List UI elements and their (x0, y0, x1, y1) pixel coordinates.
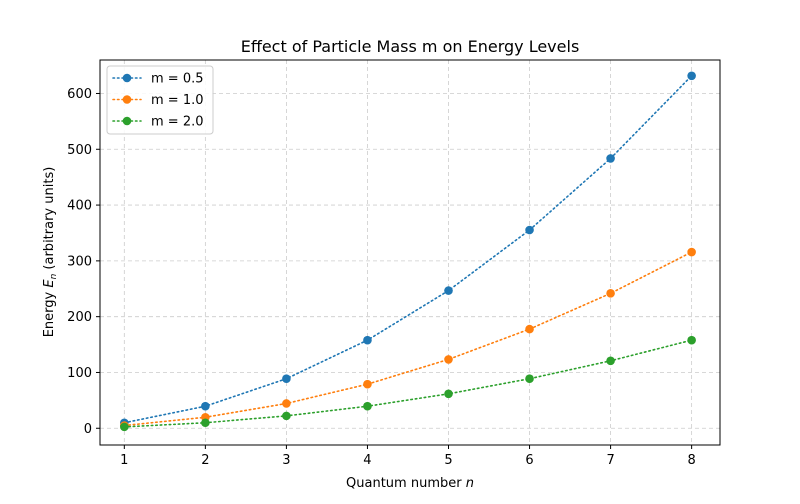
y-axis-label: Energy En (arbitrary units) (42, 167, 59, 338)
data-point (363, 379, 372, 389)
data-point (282, 411, 291, 421)
data-point (363, 335, 372, 345)
y-tick-label: 200 (67, 310, 92, 325)
data-point (525, 374, 534, 384)
data-point (606, 289, 615, 298)
y-tick-label: 600 (67, 87, 92, 102)
data-point (606, 356, 615, 366)
data-point (363, 401, 372, 411)
x-tick-label: 6 (525, 453, 533, 468)
legend-item: m = 0.5 (112, 72, 204, 87)
data-point (687, 71, 696, 81)
series-line (123, 251, 693, 427)
data-point (444, 286, 453, 295)
data-point (282, 374, 291, 384)
plot-frame (99, 59, 721, 446)
y-tick-label: 500 (67, 143, 92, 158)
y-tick-label: 100 (67, 366, 92, 381)
x-tick-label: 7 (606, 453, 614, 468)
series-3 (120, 335, 696, 432)
y-tick-label: 0 (84, 422, 92, 437)
legend-item: m = 1.0 (112, 93, 204, 108)
data-point (201, 418, 210, 428)
x-axis-ticks: 1 2 3 4 5 6 7 8 (120, 445, 696, 468)
legend-label: m = 0.5 (151, 72, 204, 87)
chart-title: Effect of Particle Mass m on Energy Leve… (241, 37, 580, 56)
x-tick-label: 4 (363, 453, 371, 468)
x-axis-label: Quantum number n (346, 476, 474, 491)
legend-marker (122, 95, 132, 104)
x-tick-label: 5 (444, 453, 452, 468)
series-line (123, 74, 693, 424)
y-axis-ticks: 0 100 200 300 400 500 600 (67, 87, 100, 437)
data-point (525, 324, 534, 334)
series-line (123, 339, 693, 428)
legend-marker (122, 73, 132, 83)
legend-label: m = 1.0 (151, 93, 204, 108)
data-point (606, 154, 615, 163)
grid (100, 60, 720, 445)
data-point (687, 335, 696, 345)
series-layer (120, 71, 696, 432)
x-tick-label: 1 (120, 453, 128, 468)
data-point (444, 355, 453, 364)
data-point (201, 401, 210, 411)
x-axis-label-variable: n (466, 476, 474, 491)
legend-item: m = 2.0 (112, 115, 204, 130)
data-point (687, 247, 696, 257)
x-tick-label: 3 (282, 453, 290, 468)
data-point (282, 399, 291, 408)
y-axis-label-units: (arbitrary units) (42, 167, 57, 274)
data-point (120, 422, 129, 432)
data-point (525, 225, 534, 235)
x-axis-label-text: Quantum number (346, 476, 466, 491)
y-axis-label-subscript: n (49, 273, 59, 279)
legend-label: m = 2.0 (151, 115, 204, 130)
y-tick-label: 300 (67, 254, 92, 269)
data-point (444, 389, 453, 399)
legend: m = 0.5 m = 1.0 m = 2.0 (106, 65, 214, 135)
x-tick-label: 8 (687, 453, 695, 468)
x-tick-label: 2 (201, 453, 209, 468)
y-axis-label-variable: E (42, 279, 57, 288)
y-axis-label-text: Energy (42, 288, 57, 338)
legend-marker (122, 116, 132, 126)
legend-box (106, 65, 214, 135)
y-tick-label: 400 (67, 199, 92, 214)
